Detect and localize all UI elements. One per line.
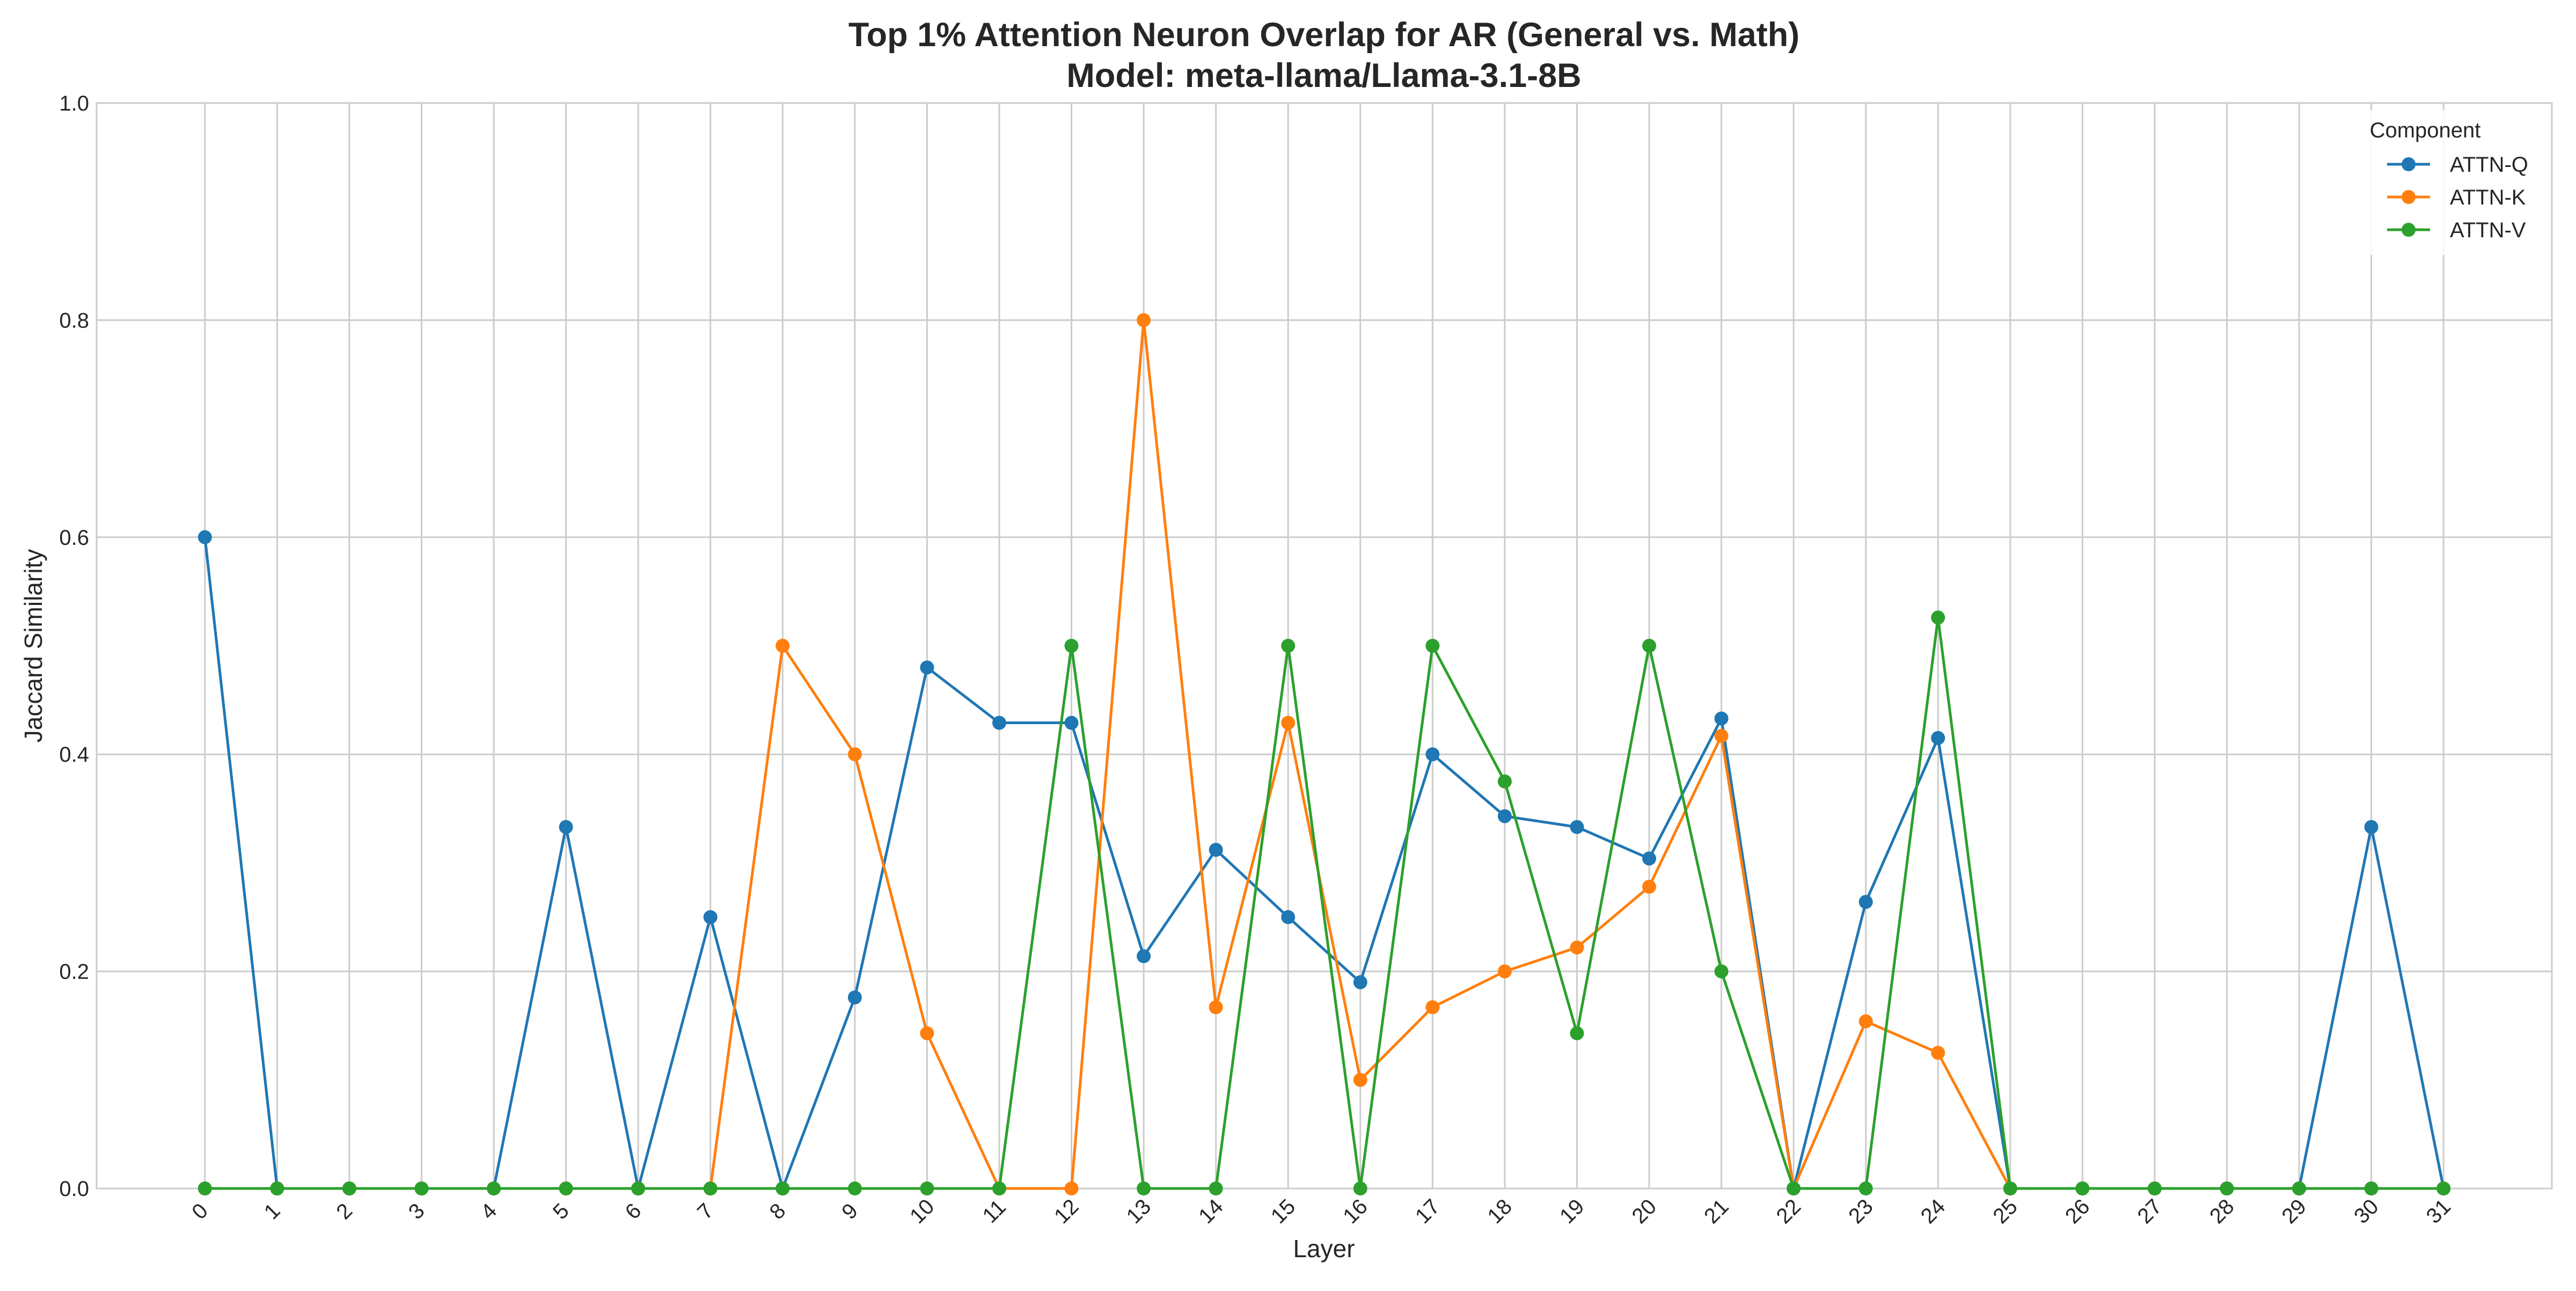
y-tick-label: 0.4 xyxy=(59,743,89,767)
legend-label-attn-q: ATTN-Q xyxy=(2450,153,2528,177)
data-point-attn-v xyxy=(631,1181,646,1195)
data-point-attn-k xyxy=(775,639,790,653)
data-point-attn-v xyxy=(2220,1181,2234,1195)
legend-label-attn-k: ATTN-K xyxy=(2450,186,2526,209)
data-point-attn-q xyxy=(1353,975,1367,989)
data-point-attn-q xyxy=(703,910,718,924)
legend-marker-attn-q xyxy=(2402,157,2416,171)
data-point-attn-v xyxy=(1209,1181,1223,1195)
data-point-attn-v xyxy=(1858,1181,1873,1195)
data-point-attn-q xyxy=(1714,711,1729,726)
data-point-attn-v xyxy=(2436,1181,2451,1195)
data-point-attn-k xyxy=(1858,1014,1873,1029)
legend-label-attn-v: ATTN-V xyxy=(2450,218,2526,242)
data-point-attn-v xyxy=(847,1181,862,1195)
data-point-attn-v xyxy=(487,1181,501,1195)
data-point-attn-v xyxy=(270,1181,284,1195)
data-point-attn-q xyxy=(197,530,212,544)
data-point-attn-v xyxy=(1064,639,1079,653)
data-point-attn-k xyxy=(1209,1000,1223,1015)
data-point-attn-q xyxy=(1281,910,1296,924)
data-point-attn-v xyxy=(2003,1181,2017,1195)
series-line-attn-v xyxy=(204,616,2444,1190)
data-point-attn-q xyxy=(1425,747,1440,762)
data-point-attn-q xyxy=(920,660,934,675)
y-tick-label: 0.2 xyxy=(59,960,89,984)
data-point-attn-k xyxy=(1281,716,1296,730)
data-point-attn-v xyxy=(1570,1026,1584,1040)
data-point-attn-k xyxy=(1497,964,1512,979)
data-point-attn-v xyxy=(1714,964,1729,979)
data-point-attn-v xyxy=(559,1181,573,1195)
data-point-attn-k xyxy=(1064,1181,1079,1195)
legend: Component ATTN-Q ATTN-K ATTN-V xyxy=(2369,110,2546,255)
data-point-attn-k xyxy=(1137,313,1151,327)
legend-title: Component xyxy=(2370,119,2481,142)
data-point-attn-k xyxy=(1642,879,1657,894)
data-point-attn-v xyxy=(1281,639,1296,653)
data-point-attn-v xyxy=(197,1181,212,1195)
data-point-attn-k xyxy=(1931,1046,1945,1060)
data-point-attn-v xyxy=(1497,774,1512,789)
data-point-attn-v xyxy=(1642,639,1657,653)
data-point-attn-v xyxy=(775,1181,790,1195)
data-point-attn-v xyxy=(1137,1181,1151,1195)
y-tick-label: 1.0 xyxy=(59,92,89,115)
plot-area xyxy=(96,102,2553,1190)
data-point-attn-v xyxy=(414,1181,429,1195)
data-point-attn-k xyxy=(1714,728,1729,743)
data-point-attn-v xyxy=(1787,1181,1801,1195)
data-point-attn-v xyxy=(342,1181,356,1195)
data-point-attn-q xyxy=(1064,716,1079,730)
legend-marker-attn-k xyxy=(2402,190,2416,204)
data-point-attn-v xyxy=(703,1181,718,1195)
data-point-attn-q xyxy=(559,820,573,834)
data-point-attn-v xyxy=(2292,1181,2307,1195)
data-point-attn-q xyxy=(1642,851,1657,866)
data-point-attn-q xyxy=(847,990,862,1005)
y-tick-label: 0.6 xyxy=(59,526,89,550)
data-point-attn-v xyxy=(1425,639,1440,653)
data-point-attn-v xyxy=(2075,1181,2090,1195)
chart-subtitle: Model: meta-llama/Llama-3.1-8B xyxy=(1066,57,1581,94)
data-point-attn-q xyxy=(1209,843,1223,857)
legend-entry-attn-k: ATTN-K xyxy=(2387,186,2526,209)
y-tick-label: 0.0 xyxy=(59,1177,89,1201)
data-point-attn-q xyxy=(1137,949,1151,964)
data-point-attn-v xyxy=(2147,1181,2162,1195)
data-point-attn-k xyxy=(920,1026,934,1040)
data-point-attn-k xyxy=(1570,940,1584,955)
x-axis-label: Layer xyxy=(1293,1235,1355,1263)
data-point-attn-v xyxy=(920,1181,934,1195)
series-attn-v xyxy=(197,610,2451,1195)
data-point-attn-v xyxy=(1353,1181,1367,1195)
data-point-attn-q xyxy=(1931,731,1945,745)
data-point-attn-q xyxy=(2364,820,2379,834)
data-point-attn-v xyxy=(1931,610,1945,625)
data-point-attn-v xyxy=(992,1181,1006,1195)
data-point-attn-q xyxy=(1570,820,1584,834)
data-point-attn-q xyxy=(1858,895,1873,909)
y-tick-label: 0.8 xyxy=(59,309,89,332)
chart-title: Top 1% Attention Neuron Overlap for AR (… xyxy=(848,16,1799,54)
data-point-attn-q xyxy=(1497,809,1512,823)
legend-marker-attn-v xyxy=(2402,223,2416,237)
data-point-attn-k xyxy=(847,747,862,762)
data-point-attn-v xyxy=(2364,1181,2379,1195)
y-axis-label: Jaccard Similarity xyxy=(19,549,47,742)
legend-entry-attn-v: ATTN-V xyxy=(2387,218,2526,242)
data-point-attn-q xyxy=(992,716,1006,730)
data-point-attn-k xyxy=(1425,1000,1440,1015)
data-point-attn-k xyxy=(1353,1073,1367,1087)
legend-entry-attn-q: ATTN-Q xyxy=(2387,153,2528,177)
